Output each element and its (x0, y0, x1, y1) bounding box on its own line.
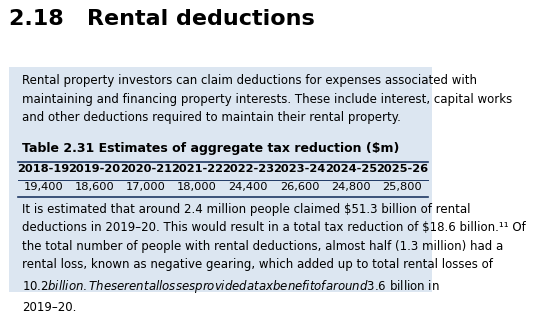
Text: 18,600: 18,600 (75, 182, 114, 192)
Text: 26,600: 26,600 (280, 182, 319, 192)
Text: 18,000: 18,000 (177, 182, 217, 192)
Text: 24,400: 24,400 (228, 182, 268, 192)
Text: It is estimated that around 2.4 million people claimed $51.3 billion of rental
d: It is estimated that around 2.4 million … (22, 203, 526, 314)
Text: 19,400: 19,400 (23, 182, 63, 192)
Text: 2.18   Rental deductions: 2.18 Rental deductions (9, 9, 314, 29)
Text: 2018-19: 2018-19 (17, 164, 70, 174)
Text: 24,800: 24,800 (331, 182, 370, 192)
Text: 2022-23: 2022-23 (222, 164, 274, 174)
Text: 2019-20: 2019-20 (69, 164, 121, 174)
Text: 2021-22: 2021-22 (171, 164, 223, 174)
Text: 2025-26: 2025-26 (376, 164, 428, 174)
Text: 2020-21: 2020-21 (120, 164, 172, 174)
Text: 17,000: 17,000 (126, 182, 166, 192)
Text: Rental property investors can claim deductions for expenses associated with
main: Rental property investors can claim dedu… (22, 74, 512, 125)
Text: 2023-24: 2023-24 (273, 164, 325, 174)
Text: 2024-25: 2024-25 (325, 164, 377, 174)
FancyBboxPatch shape (9, 67, 432, 292)
Text: Table 2.31 Estimates of aggregate tax reduction ($m): Table 2.31 Estimates of aggregate tax re… (22, 141, 399, 155)
Text: 25,800: 25,800 (382, 182, 422, 192)
